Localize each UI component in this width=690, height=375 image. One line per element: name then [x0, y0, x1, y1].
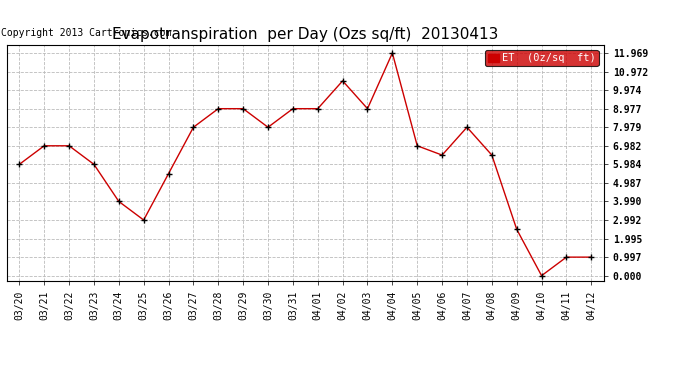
Title: Evapotranspiration  per Day (Ozs sq/ft)  20130413: Evapotranspiration per Day (Ozs sq/ft) 2… [112, 27, 498, 42]
Text: Copyright 2013 Cartronics.com: Copyright 2013 Cartronics.com [1, 28, 171, 39]
Legend: ET  (0z/sq  ft): ET (0z/sq ft) [485, 50, 598, 66]
